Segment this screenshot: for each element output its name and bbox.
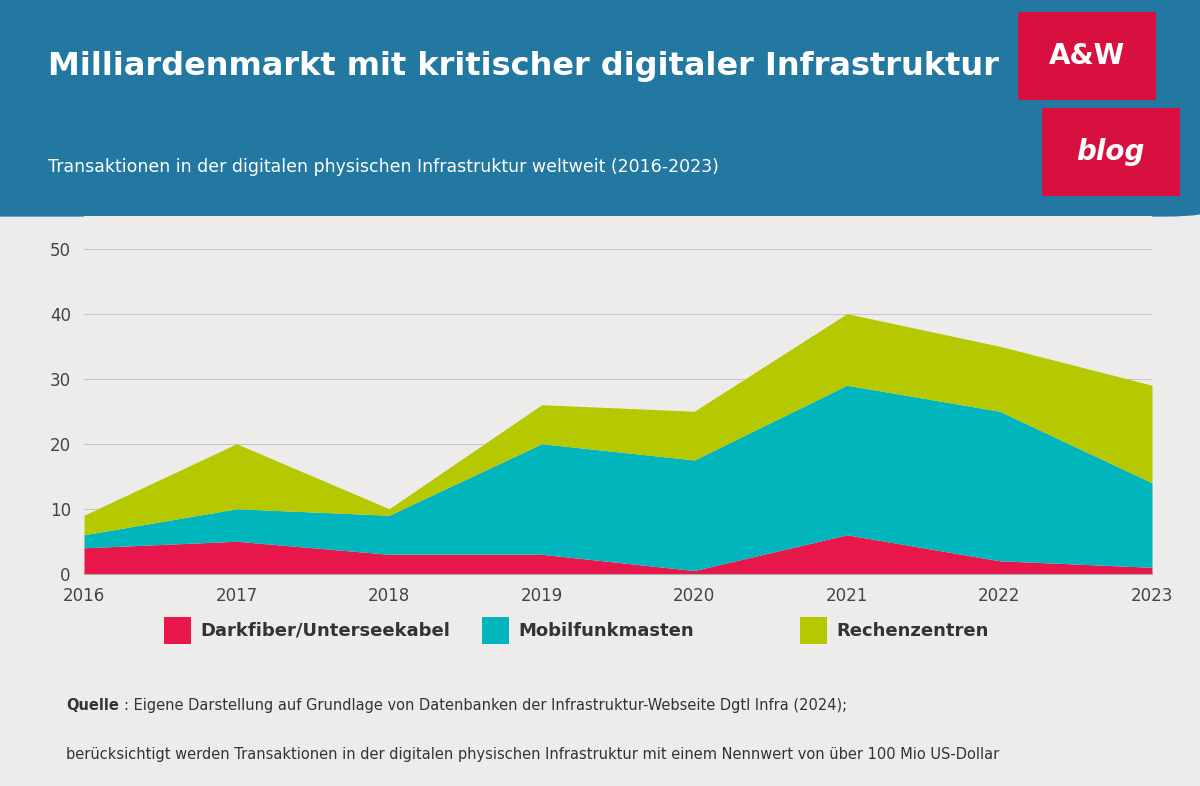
Bar — [0, 0, 1164, 104]
Text: Rechenzentren: Rechenzentren — [836, 622, 989, 640]
Text: Quelle: Quelle — [66, 698, 119, 713]
Text: berücksichtigt werden Transaktionen in der digitalen physischen Infrastruktur mi: berücksichtigt werden Transaktionen in d… — [66, 747, 1000, 762]
Text: A&W: A&W — [1049, 42, 1124, 70]
Text: Milliardenmarkt mit kritischer digitaler Infrastruktur: Milliardenmarkt mit kritischer digitaler… — [48, 51, 998, 83]
Bar — [1042, 108, 1180, 196]
Text: Darkfiber/Unterseekabel: Darkfiber/Unterseekabel — [200, 622, 450, 640]
Bar — [800, 618, 827, 645]
Bar — [482, 618, 509, 645]
Text: Mobilfunkmasten: Mobilfunkmasten — [518, 622, 694, 640]
FancyBboxPatch shape — [0, 0, 1200, 217]
Bar — [164, 618, 191, 645]
Bar — [0, 104, 72, 208]
Text: Transaktionen in der digitalen physischen Infrastruktur weltweit (2016-2023): Transaktionen in der digitalen physische… — [48, 158, 719, 175]
Text: blog: blog — [1076, 138, 1145, 166]
Text: : Eigene Darstellung auf Grundlage von Datenbanken der Infrastruktur-Webseite Dg: : Eigene Darstellung auf Grundlage von D… — [124, 698, 847, 713]
Bar — [1018, 13, 1156, 100]
